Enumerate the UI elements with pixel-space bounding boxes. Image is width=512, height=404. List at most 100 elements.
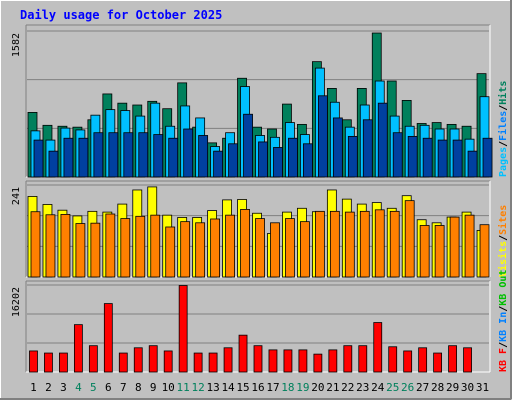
bar-sites-25 (389, 210, 400, 278)
bar-sites-3 (60, 213, 71, 278)
x-tick-label-18: 18 (281, 381, 294, 394)
bar-kb-f-11 (178, 285, 188, 373)
x-tick-label-16: 16 (251, 381, 264, 394)
bar-sites-26 (404, 200, 415, 278)
legend-item-2: Sites (497, 205, 509, 235)
bar-kb-f-26 (403, 350, 413, 373)
bar-sites-12 (195, 222, 206, 278)
bar-pages-25 (392, 132, 403, 178)
x-tick-label-29: 29 (446, 381, 459, 394)
bar-sites-10 (165, 226, 176, 278)
bar-kb-f-14 (223, 347, 233, 373)
bar-pages-6 (108, 132, 119, 178)
bar-pages-16 (258, 141, 268, 178)
bar-pages-15 (243, 113, 253, 178)
bar-sites-15 (240, 209, 250, 278)
x-tick-label-3: 3 (60, 381, 67, 394)
bar-kb-f-7 (118, 352, 128, 373)
bar-kb-f-3 (59, 352, 68, 373)
x-tick-label-15: 15 (236, 381, 249, 394)
bar-sites-20 (314, 210, 325, 278)
legend-item-0: Visits (497, 241, 509, 277)
bar-pages-2 (48, 150, 59, 178)
bar-kb-f-30 (463, 347, 472, 373)
bar-kb-f-21 (328, 349, 338, 373)
bar-pages-17 (273, 147, 283, 178)
x-tick-label-17: 17 (266, 381, 279, 394)
x-tick-label-21: 21 (326, 381, 339, 394)
bar-sites-17 (270, 222, 280, 278)
legend-item-3: / (498, 306, 509, 312)
bar-pages-7 (123, 132, 134, 178)
bar-sites-27 (419, 225, 430, 278)
bar-sites-7 (120, 218, 131, 278)
x-tick-label-30: 30 (461, 381, 474, 394)
bar-pages-21 (332, 117, 343, 178)
bar-sites-21 (329, 210, 340, 278)
bar-pages-26 (407, 135, 418, 178)
bar-pages-9 (153, 134, 164, 178)
panel-legend: KB F/KB In/KB Out (498, 270, 509, 372)
chart-title: Daily usage for October 2025 (20, 8, 222, 22)
x-tick-label-28: 28 (431, 381, 444, 394)
bar-kb-f-18 (283, 349, 293, 373)
bar-sites-24 (374, 209, 385, 278)
bar-kb-f-20 (313, 353, 323, 373)
legend-item-1: / (498, 235, 509, 241)
bar-kb-f-6 (103, 303, 113, 373)
bar-sites-28 (434, 225, 445, 278)
legend-item-0: KB F (498, 348, 509, 372)
x-tick-label-7: 7 (120, 381, 127, 394)
bar-kb-f-19 (298, 349, 308, 373)
bar-pages-23 (362, 119, 373, 178)
bar-sites-31 (479, 224, 490, 278)
x-tick-label-26: 26 (401, 381, 414, 394)
y-max-label: 16202 (11, 287, 22, 317)
x-tick-label-24: 24 (371, 381, 385, 394)
bar-pages-24 (377, 102, 388, 178)
series-kb-f (29, 285, 472, 373)
x-tick-label-12: 12 (192, 381, 205, 394)
panels-layer: 1582Pages/Files/Hits241Visits/Sites16202… (11, 24, 509, 373)
x-tick-label-14: 14 (221, 381, 235, 394)
bar-kb-f-28 (433, 352, 443, 373)
y-max-label: 1582 (11, 33, 22, 57)
x-axis-labels: 1 2 3 4 5 6 7 8 9 10 11 12 13 14 15 16 17 18 19 20 21 22 23 24 2… (30, 381, 489, 394)
x-tick-label-20: 20 (311, 381, 324, 394)
x-tick-label-6: 6 (105, 381, 112, 394)
bar-pages-18 (288, 137, 298, 178)
bar-sites-8 (135, 215, 146, 278)
bar-pages-22 (347, 135, 358, 178)
bar-sites-14 (225, 214, 235, 278)
bar-sites-30 (464, 214, 475, 278)
bar-pages-11 (183, 128, 194, 178)
bar-kb-f-8 (133, 347, 143, 373)
bar-sites-11 (180, 221, 191, 278)
bar-kb-f-15 (238, 334, 248, 373)
bar-kb-f-5 (88, 345, 98, 373)
bar-sites-29 (449, 216, 460, 278)
panel-legend: Visits/Sites (497, 205, 509, 277)
panel-pages-files-hits: 1582 Pages/Files/Hits (11, 24, 509, 178)
bar-kb-f-17 (268, 349, 278, 373)
bar-sites-4 (75, 223, 86, 278)
bar-kb-f-12 (193, 352, 203, 373)
legend-item-4: KB Out (498, 270, 509, 306)
bar-kb-f-13 (208, 352, 218, 373)
bar-sites-1 (30, 211, 41, 278)
bar-pages-28 (437, 139, 448, 178)
bar-sites-6 (105, 213, 116, 278)
bar-pages-1 (33, 139, 44, 178)
y-max-label: 241 (11, 187, 22, 205)
bar-pages-5 (93, 132, 104, 178)
panel-legend: Pages/Files/Hits (497, 81, 509, 177)
bar-pages-8 (138, 132, 149, 178)
x-tick-label-2: 2 (45, 381, 52, 394)
bar-sites-19 (300, 221, 310, 278)
series-pages (33, 95, 493, 178)
bar-pages-13 (213, 150, 224, 178)
x-tick-label-4: 4 (75, 381, 82, 394)
x-tick-label-13: 13 (206, 381, 219, 394)
x-tick-label-10: 10 (162, 381, 175, 394)
